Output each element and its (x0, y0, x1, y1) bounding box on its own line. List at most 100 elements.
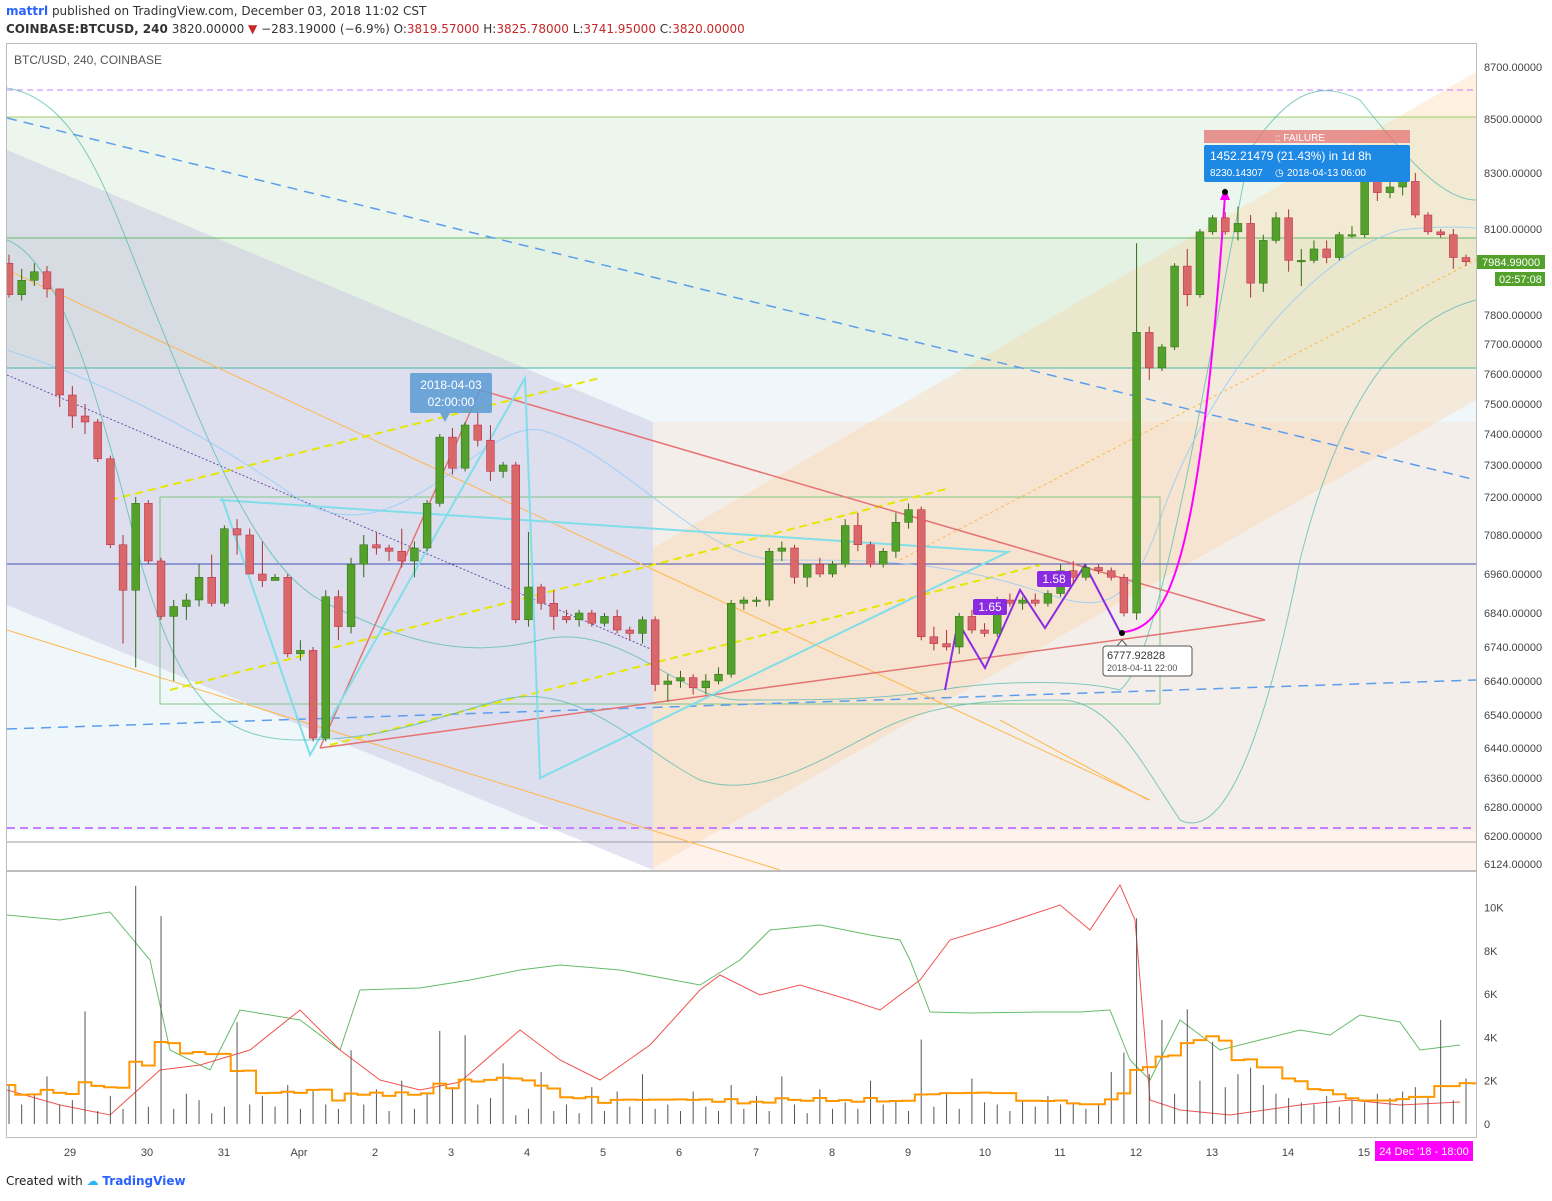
tradingview-link[interactable]: TradingView (102, 1174, 186, 1188)
candle-body (1195, 231, 1205, 295)
low-label-box (1102, 645, 1193, 677)
time-tick-label: 7 (753, 1147, 759, 1159)
candle-body (600, 616, 609, 624)
candle-series (7, 164, 1471, 742)
candle-body (1094, 567, 1103, 571)
candle-body (7, 262, 14, 295)
candle-body (891, 522, 901, 552)
candle-body (1132, 332, 1141, 614)
footer: Created with ☁ TradingView (6, 1174, 186, 1188)
price-tick-label: 8100.00000 (1484, 224, 1542, 236)
ratio-b-label: 1.58 (1042, 572, 1066, 586)
candle-body (334, 596, 343, 627)
price-tick-label: 6640.00000 (1484, 676, 1542, 688)
publish-text: published on TradingView.com, December 0… (51, 4, 427, 18)
candle-body (232, 528, 242, 536)
candle-body (511, 464, 520, 621)
candle-body (625, 629, 634, 634)
candle-body (220, 528, 229, 604)
candle-body (980, 629, 989, 634)
candle-body (574, 612, 584, 621)
pane-title: BTC/USD, 240, COINBASE (14, 53, 162, 67)
time-axis[interactable]: 29 30 31 Apr 2 3 4 5 6 7 8 9 10 11 12 13 14 15 (64, 1147, 1370, 1159)
candle-body (106, 458, 115, 545)
candle-body (131, 503, 140, 591)
candle-body (346, 564, 356, 627)
time-tick-label: 14 (1282, 1147, 1294, 1159)
time-tick-label: 11 (1054, 1147, 1065, 1159)
candle-body (1233, 223, 1243, 233)
candle-body (967, 616, 977, 631)
time-tick-label: 8 (829, 1147, 835, 1159)
price-tick-label: 7400.00000 (1484, 429, 1542, 441)
ratio-a-box (973, 599, 1007, 615)
price-tick-label: 8500.00000 (1484, 114, 1542, 126)
volume-pane-frame (6, 871, 1477, 1138)
tradingview-logo-icon[interactable]: ☁ (86, 1174, 99, 1188)
price-tick-label: 8300.00000 (1484, 168, 1542, 180)
price-tick-label: 6124.00000 (1484, 859, 1542, 871)
close-value: 3820.00000 (672, 22, 745, 36)
candle-body (194, 577, 204, 601)
candle-body (587, 612, 596, 624)
candle-body (1449, 234, 1458, 258)
time-tick-label: 2 (372, 1147, 378, 1159)
candle-body (853, 525, 863, 545)
candle-body (1208, 217, 1217, 233)
candle-body (498, 464, 508, 472)
candle-body (486, 439, 495, 472)
candle-body (80, 415, 90, 423)
measure-line1: 1452.21479 (21.43%) in 1d 8h (1210, 149, 1371, 163)
price-tick-label: 6200.00000 (1484, 831, 1542, 843)
time-tick-label: 15 (1358, 1147, 1370, 1159)
candle-body (308, 650, 318, 739)
open-label: O: (393, 22, 407, 36)
last-price: 3820.00000 (171, 22, 245, 36)
last-price-tag (1477, 255, 1545, 269)
candle-body (790, 547, 799, 578)
candle-body (1031, 599, 1040, 604)
candle-body (536, 586, 546, 604)
price-tick-label: 6280.00000 (1484, 802, 1542, 814)
candle-body (1145, 332, 1154, 369)
candle-body (321, 596, 330, 739)
candle-body (752, 599, 761, 602)
time-tick-label: 30 (141, 1147, 153, 1159)
created-with-text: Created with (6, 1174, 83, 1188)
candle-body (1309, 248, 1319, 261)
time-badge (1375, 1141, 1473, 1161)
candle-body (1284, 217, 1293, 261)
low-date-label: 2018-04-11 22:00 (1107, 663, 1177, 673)
candle-body (1461, 257, 1471, 263)
ohlc-header: COINBASE:BTCUSD, 240 3820.00000 ▼ −283.1… (6, 22, 745, 36)
date-bubble-time: 02:00:00 (428, 395, 475, 409)
down-triangle-icon: ▼ (248, 22, 258, 36)
candle-body (296, 650, 305, 655)
measure-line2: 8230.14307 (1210, 168, 1263, 179)
candle-body (182, 599, 191, 607)
low-value: 3741.95000 (583, 22, 656, 36)
price-tick-label: 6440.00000 (1484, 743, 1542, 755)
volume-tick-label: 10K (1484, 902, 1504, 914)
volume-tick-label: 4K (1484, 1032, 1498, 1044)
price-axis[interactable]: 8700.00000 8500.00000 8300.00000 8100.00000… (1484, 62, 1542, 871)
time-tick-label: 4 (524, 1147, 530, 1159)
candle-body (397, 551, 406, 562)
author-name[interactable]: mattrl (6, 4, 49, 18)
failure-label: :: FAILURE (1275, 133, 1325, 144)
candle-body (1335, 234, 1344, 258)
candle-body (663, 680, 672, 685)
candle-body (1170, 265, 1179, 348)
candle-body (828, 564, 837, 575)
candle-body (1183, 265, 1192, 295)
volume-tick-label: 6K (1484, 989, 1498, 1001)
candle-body (1157, 346, 1167, 369)
candle-body (55, 288, 64, 396)
candle-body (372, 544, 381, 549)
low-point (1119, 630, 1125, 636)
price-tick-label: 6740.00000 (1484, 642, 1542, 654)
candle-body (1423, 214, 1433, 233)
candle-body (118, 544, 128, 591)
price-tick-label: 7200.00000 (1484, 492, 1542, 504)
